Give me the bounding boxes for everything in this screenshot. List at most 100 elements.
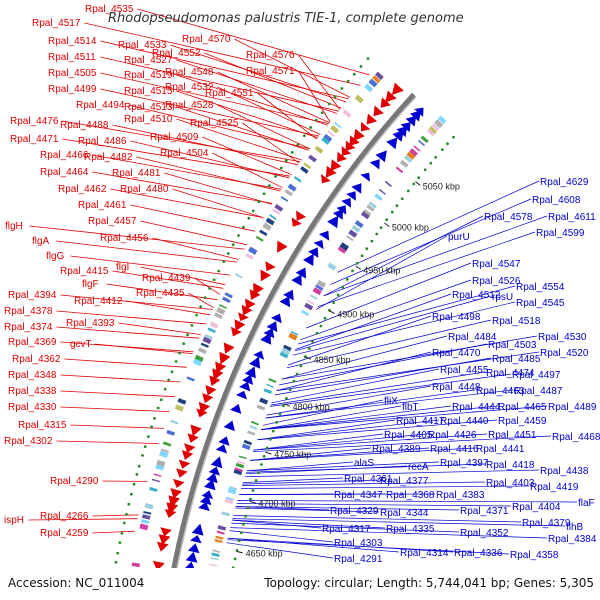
right-gene-label: Rpal_4545 [516, 298, 565, 309]
marker-dot [417, 176, 421, 180]
left-gene-label: Rpal_4330 [8, 402, 57, 413]
marker-dot [336, 293, 340, 297]
topology-text: Topology: circular; Length: 5,744,041 bp… [263, 576, 594, 590]
marker-dot [132, 482, 136, 486]
left-label-connector [62, 120, 301, 162]
marker-dot [262, 192, 266, 196]
marker-dot [284, 159, 288, 163]
inner-category-band [417, 139, 426, 147]
left-label-connector [28, 518, 138, 521]
forward-gene-arrow [212, 368, 224, 380]
reverse-gene-arrow [235, 390, 247, 400]
left-gene-label: Rpal_4525 [190, 118, 239, 129]
inner-category-band [247, 430, 256, 436]
right-gene-label: Rpal_4383 [436, 490, 485, 501]
left-label-connector [56, 310, 206, 325]
right-label-connector [300, 279, 472, 341]
marker-dot [135, 473, 139, 476]
marker-dot [279, 166, 283, 170]
left-gene-label: Rpal_4439 [142, 273, 191, 284]
right-gene-label: Rpal_4530 [538, 332, 587, 343]
left-gene-label: flgI [116, 262, 129, 273]
marker-dot [195, 313, 199, 317]
forward-gene-arrow [296, 210, 307, 221]
right-label-connector [330, 198, 532, 285]
outer-category-band [259, 229, 268, 237]
left-label-connector [212, 152, 283, 189]
right-gene-label: Rpal_4317 [322, 524, 371, 535]
kbp-tick-label: 4900 kbp [337, 310, 374, 320]
right-gene-label: flbT [402, 402, 419, 413]
marker-dot [237, 539, 241, 543]
marker-dot [242, 225, 245, 229]
left-label-connector [176, 90, 319, 139]
left-gene-label: Rpal_4515 [124, 86, 173, 97]
kbp-tick-label: 4950 kbp [363, 265, 400, 275]
left-gene-label: Rpal_4571 [246, 66, 295, 77]
left-gene-label: Rpal_4378 [4, 306, 53, 317]
left-label-connector [130, 204, 256, 232]
marker-dot [257, 471, 260, 475]
right-gene-label: Rpal_4629 [540, 177, 589, 188]
inner-category-band [283, 344, 292, 352]
right-label-connector [292, 301, 516, 356]
left-gene-label: Rpal_4535 [85, 4, 134, 15]
right-label-connector [270, 371, 486, 406]
marker-dot [423, 168, 427, 172]
left-label-connector [217, 104, 310, 150]
marker-dot [400, 197, 404, 201]
left-gene-label: Rpal_4394 [8, 290, 57, 301]
forward-gene-arrow [170, 488, 182, 499]
marker-dot [122, 521, 126, 525]
right-gene-label: Rpal_4336 [454, 548, 503, 559]
inner-category-band [234, 467, 243, 472]
marker-dot [333, 95, 337, 99]
outer-category-band [140, 519, 150, 525]
marker-dot [249, 497, 252, 501]
left-gene-label: Rpal_4570 [182, 34, 231, 45]
marker-dot [285, 397, 288, 400]
left-gene-label: Rpal_4456 [100, 233, 149, 244]
right-label-connector [232, 518, 566, 527]
reverse-gene-arrow [271, 313, 282, 324]
outer-category-band [162, 441, 172, 447]
marker-dot [290, 151, 294, 154]
left-gene-label: Rpal_4290 [50, 476, 99, 487]
right-label-connector [266, 385, 432, 416]
right-label-connector [265, 389, 514, 419]
left-label-connector [257, 92, 318, 140]
inner-category-band [345, 235, 354, 242]
right-gene-label: Rpal_4465 [498, 402, 547, 413]
left-label-connector [56, 326, 200, 339]
inner-category-band [374, 193, 383, 201]
reverse-gene-arrow [295, 267, 306, 279]
left-label-connector [112, 124, 299, 166]
right-gene-label: Rpal_4498 [432, 312, 481, 323]
outer-category-band [327, 130, 335, 137]
left-label-connector [164, 172, 272, 205]
left-gene-label: Rpal_4499 [48, 84, 97, 95]
left-gene-label: Rpal_4412 [74, 296, 123, 307]
right-label-connector [232, 519, 386, 529]
marker-dot [237, 234, 240, 237]
left-gene-label: Rpal_4315 [18, 420, 67, 431]
inner-category-band [403, 155, 413, 163]
left-label-connector [170, 44, 347, 103]
reverse-gene-arrow [308, 247, 319, 258]
reverse-gene-arrow [191, 523, 204, 536]
outer-category-band [131, 562, 141, 568]
marker-dot [159, 398, 163, 402]
outer-category-band [155, 464, 165, 471]
outer-category-band [186, 376, 195, 382]
marker-dot [143, 445, 147, 448]
reverse-gene-arrow [313, 240, 324, 250]
kbp-tick-mark [236, 551, 243, 554]
outer-category-band [141, 514, 151, 520]
marker-dot [153, 417, 156, 420]
right-label-connector [260, 405, 402, 430]
forward-gene-arrow [219, 351, 231, 365]
left-gene-label: Rpal_4486 [78, 136, 127, 147]
left-label-connector [130, 140, 290, 179]
right-label-connector [257, 419, 396, 441]
